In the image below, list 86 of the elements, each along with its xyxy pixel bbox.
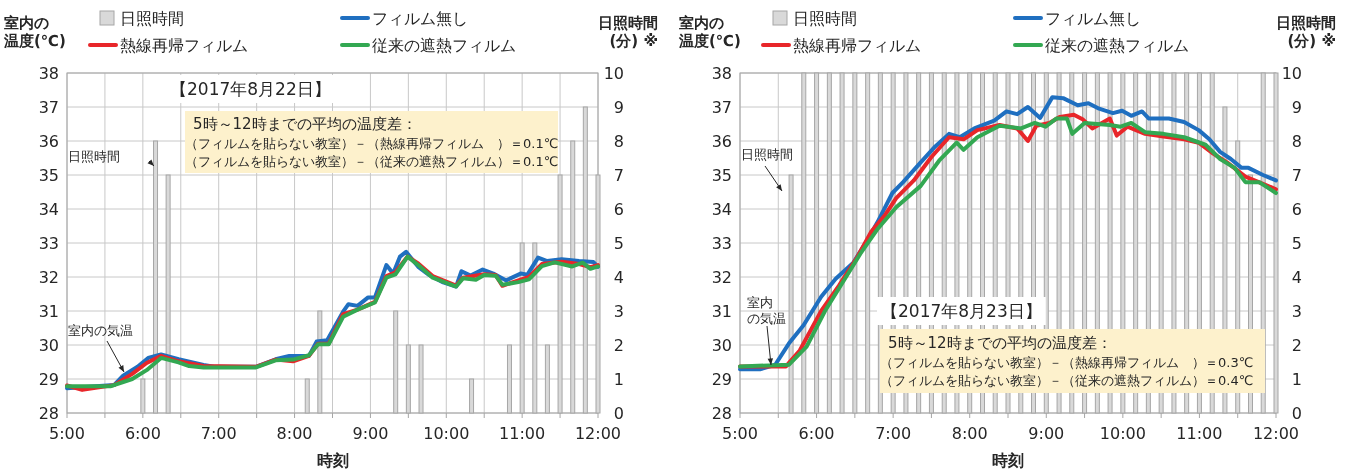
- y-tick-label: 35: [711, 166, 732, 185]
- y-tick-label: 37: [38, 98, 59, 117]
- y2-tick-label: 8: [1291, 132, 1302, 151]
- annotation: （フィルムを貼らない教室）－（従来の遮熱フィルム）＝0.4℃: [880, 373, 1254, 388]
- x-tick-label: 12:00: [574, 424, 622, 443]
- y-tick-label: 33: [711, 234, 732, 253]
- x-tick-label: 9:00: [352, 424, 389, 443]
- y2-tick-label: 1: [1291, 370, 1302, 389]
- y2-tick-label: 7: [1291, 166, 1302, 185]
- annotation: 室内の気温: [68, 323, 133, 338]
- x-tick-label: 10:00: [1099, 424, 1146, 443]
- legend-label: フィルム無し: [1045, 9, 1141, 28]
- legend-label: 従来の遮熱フィルム: [372, 36, 516, 55]
- y-tick-label: 36: [38, 132, 59, 151]
- annotation: 【2017年8月22日】: [170, 79, 331, 99]
- y-tick-label: 31: [38, 302, 59, 321]
- y-tick-label: 30: [711, 336, 732, 355]
- y2-tick-label: 2: [613, 336, 624, 355]
- y2-tick-label: 4: [1291, 268, 1302, 287]
- y-tick-label: 34: [711, 200, 732, 219]
- x-tick-label: 7:00: [200, 424, 237, 443]
- y2-tick-label: 10: [1281, 64, 1302, 83]
- y2-tick-label: 7: [613, 166, 624, 185]
- legend-label: 日照時間: [120, 9, 184, 28]
- y2-tick-label: 4: [613, 268, 624, 287]
- legend-label: フィルム無し: [372, 9, 468, 28]
- y2-tick-label: 5: [1291, 234, 1302, 253]
- x-tick-label: 5:00: [49, 424, 85, 443]
- x-axis-title: 時刻: [992, 451, 1024, 470]
- y-tick-label: 38: [38, 64, 59, 83]
- y2-tick-label: 9: [613, 98, 624, 117]
- y2-tick-label: 9: [1291, 98, 1302, 117]
- legend-label: 熱線再帰フィルム: [120, 36, 248, 55]
- y2-tick-label: 0: [1291, 404, 1302, 423]
- y-tick-label: 28: [711, 404, 732, 423]
- y2-tick-label: 1: [613, 370, 624, 389]
- annotation: （フィルムを貼らない教室）－（従来の遮熱フィルム）＝0.1℃: [185, 154, 559, 169]
- y-axis-title: 室内の温度(℃): [678, 14, 741, 50]
- annotation: 【2017年8月23日】: [881, 301, 1042, 321]
- y2-axis-title: 日照時間 (分) ※: [598, 14, 658, 50]
- x-tick-label: 7:00: [875, 424, 912, 443]
- x-tick-label: 6:00: [124, 424, 161, 443]
- y2-tick-label: 3: [1291, 302, 1302, 321]
- x-tick-label: 10:00: [423, 424, 470, 443]
- y-tick-label: 28: [38, 404, 59, 423]
- y-tick-label: 30: [38, 336, 59, 355]
- x-tick-label: 12:00: [1252, 424, 1300, 443]
- x-tick-label: 6:00: [798, 424, 835, 443]
- legend-label: 日照時間: [793, 9, 857, 28]
- x-tick-label: 9:00: [1028, 424, 1065, 443]
- y-tick-label: 33: [38, 234, 59, 253]
- y2-tick-label: 8: [613, 132, 624, 151]
- y2-tick-label: 10: [603, 64, 624, 83]
- y-tick-label: 34: [38, 200, 59, 219]
- y-tick-label: 36: [711, 132, 732, 151]
- y2-tick-label: 6: [1291, 200, 1302, 219]
- annotation: （フィルムを貼らない教室）－（熱線再帰フィルム ）＝0.3℃: [880, 355, 1254, 370]
- y-tick-label: 32: [711, 268, 732, 287]
- x-tick-label: 11:00: [1176, 424, 1223, 443]
- y-tick-label: 29: [38, 370, 59, 389]
- annotation: 5時～12時までの平均の温度差：: [193, 115, 417, 133]
- y2-tick-label: 3: [613, 302, 624, 321]
- y-tick-label: 37: [711, 98, 732, 117]
- y-tick-label: 29: [711, 370, 732, 389]
- annotation: 日照時間: [741, 147, 793, 162]
- x-tick-label: 5:00: [722, 424, 758, 443]
- y-tick-label: 32: [38, 268, 59, 287]
- y-tick-label: 31: [711, 302, 732, 321]
- y2-tick-label: 0: [613, 404, 624, 423]
- annotation: 日照時間: [68, 149, 120, 164]
- legend-label: 従来の遮熱フィルム: [1045, 36, 1189, 55]
- y2-tick-label: 5: [613, 234, 624, 253]
- y2-tick-label: 2: [1291, 336, 1302, 355]
- x-tick-label: 8:00: [276, 424, 313, 443]
- y2-tick-label: 6: [613, 200, 624, 219]
- y-tick-label: 35: [38, 166, 59, 185]
- annotation: 5時～12時までの平均の温度差：: [888, 334, 1112, 352]
- annotation: （フィルムを貼らない教室）－（熱線再帰フィルム ）＝0.1℃: [185, 136, 559, 151]
- y-axis-title: 室内の温度(℃): [3, 14, 66, 50]
- y-tick-label: 38: [711, 64, 732, 83]
- x-tick-label: 11:00: [499, 424, 546, 443]
- annotation: 室内の気温: [747, 295, 786, 326]
- x-tick-label: 8:00: [951, 424, 988, 443]
- legend-label: 熱線再帰フィルム: [793, 36, 921, 55]
- y2-axis-title: 日照時間 (分) ※: [1276, 14, 1336, 50]
- x-axis-title: 時刻: [316, 451, 349, 470]
